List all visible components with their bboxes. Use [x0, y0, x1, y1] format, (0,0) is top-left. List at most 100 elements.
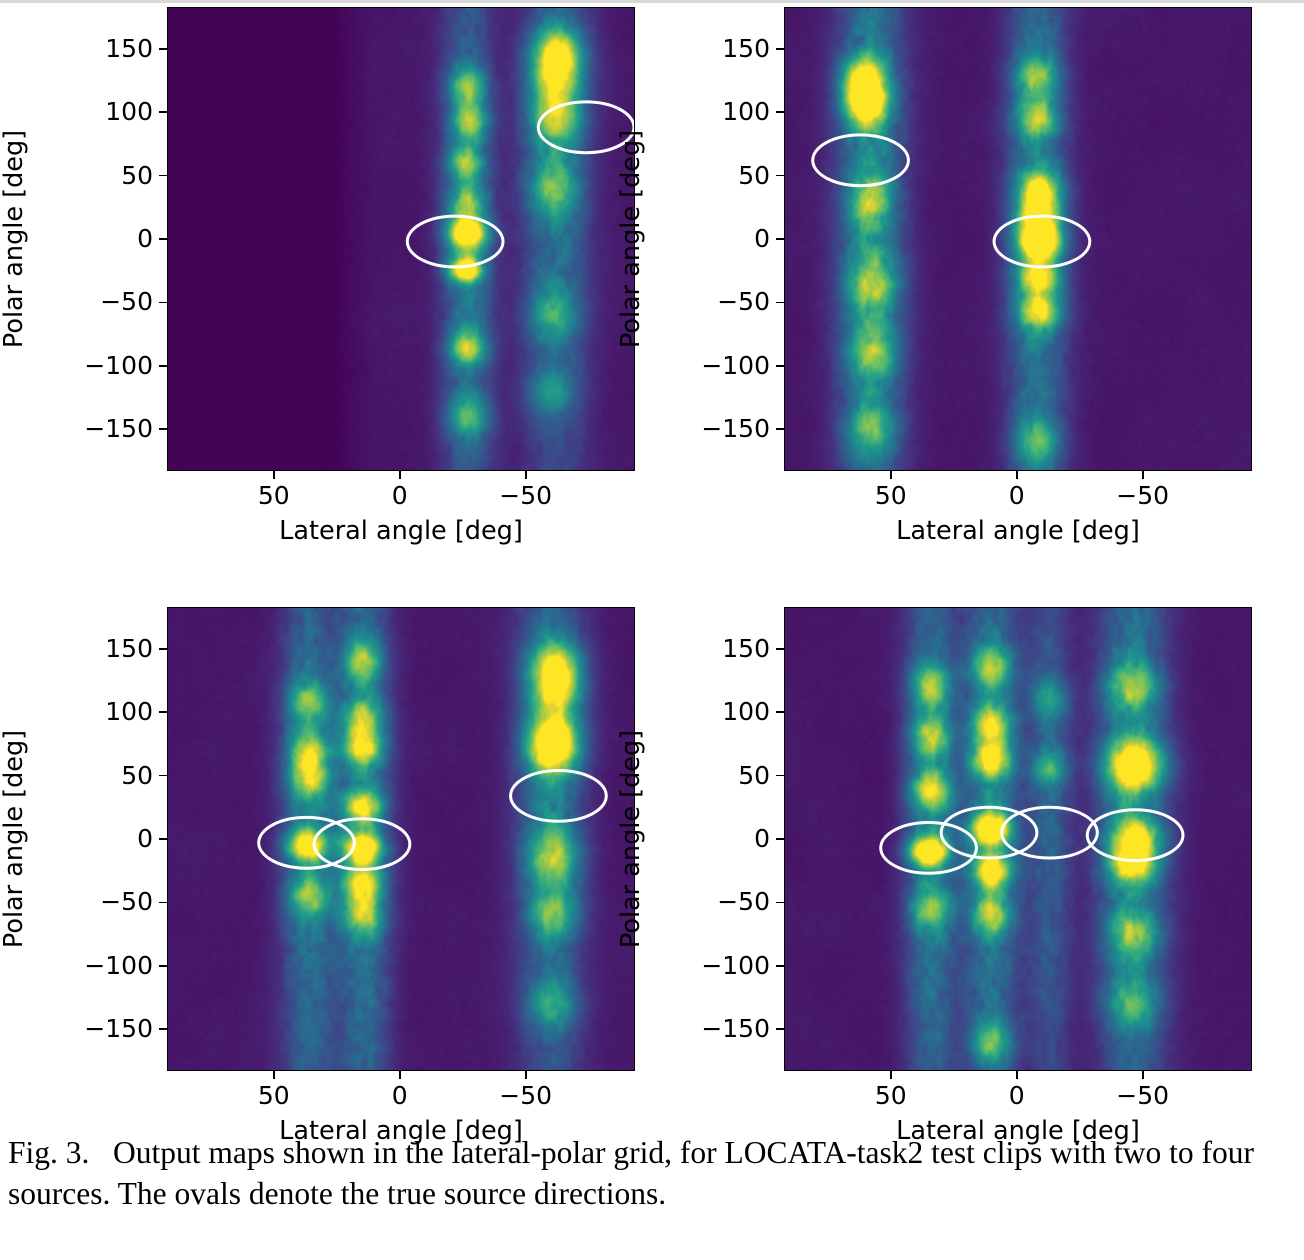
y-tick-mark [776, 774, 785, 777]
x-tick-label: 0 [391, 481, 408, 510]
true-source-ovals-top-left [405, 99, 634, 268]
y-tick-mark [776, 301, 785, 304]
heatmap-canvas-bottom-left [167, 607, 634, 1070]
y-tick-mark [159, 965, 168, 967]
y-tick-mark [159, 111, 168, 113]
x-tick-label: −50 [499, 1081, 553, 1110]
true-source-oval [1085, 807, 1184, 862]
y-tick-mark [776, 111, 785, 113]
y-tick-label: −150 [701, 414, 770, 444]
y-tick-mark [159, 174, 168, 177]
heatmap-bottom-right [783, 606, 1252, 1071]
y-tick-mark [159, 774, 168, 777]
y-tick-label: 50 [121, 760, 153, 790]
heatmap-canvas-top-left [167, 7, 634, 470]
y-tick-label: −100 [701, 350, 770, 380]
y-tick-label: −150 [84, 1014, 153, 1044]
y-tick-label: −50 [100, 887, 153, 917]
true-source-oval [810, 132, 910, 187]
x-tick-mark [524, 1070, 527, 1079]
y-tick-mark [159, 838, 168, 840]
y-tick-mark [159, 711, 168, 713]
y-tick-mark [776, 238, 785, 240]
figure-caption-text: Output maps shown in the lateral-polar g… [8, 1135, 1254, 1211]
x-tick-mark [1141, 1070, 1144, 1079]
y-tick-label: 150 [722, 33, 770, 63]
y-tick-mark [776, 838, 785, 840]
y-tick-mark [776, 711, 785, 713]
page-top-rule [0, 0, 1304, 3]
true-source-oval [939, 805, 1038, 860]
true-source-oval [992, 214, 1091, 268]
x-tick-mark [889, 1070, 892, 1079]
true-source-oval [999, 805, 1099, 860]
y-tick-label: 100 [722, 697, 770, 727]
true-source-ovals-bottom-right [878, 805, 1184, 875]
x-tick-label: −50 [1116, 1081, 1170, 1110]
y-tick-mark [159, 365, 168, 367]
y-axis-title: Polar angle [deg] [616, 129, 646, 349]
y-tick-label: 150 [722, 633, 770, 663]
x-tick-label: −50 [1116, 481, 1170, 510]
y-tick-label: 0 [137, 824, 153, 853]
y-tick-label: 0 [137, 224, 153, 253]
x-tick-mark [272, 1070, 275, 1079]
x-tick-mark [398, 470, 401, 479]
x-tick-label: 50 [257, 1081, 290, 1110]
y-tick-label: 0 [754, 224, 770, 253]
y-tick-mark [776, 965, 785, 967]
y-tick-mark [776, 365, 785, 367]
figure-caption: Fig. 3. Output maps shown in the lateral… [8, 1132, 1300, 1214]
x-tick-mark [1141, 470, 1144, 479]
x-tick-label: 50 [257, 481, 290, 510]
y-tick-label: 50 [121, 160, 153, 190]
heatmap-canvas-top-right [784, 7, 1251, 470]
figure-3: 150 100 50 0 −50 −100 −150 50 0 −50 Lateral angle … [0, 6, 1252, 1145]
y-tick-label: 100 [105, 697, 153, 727]
y-tick-mark [776, 647, 785, 650]
heatmap-top-right [783, 6, 1252, 471]
x-tick-mark [524, 470, 527, 479]
y-axis-title: Polar angle [deg] [0, 129, 29, 349]
x-tick-mark [1015, 1070, 1018, 1079]
y-tick-mark [776, 901, 785, 904]
y-tick-label: −100 [701, 950, 770, 980]
true-source-oval [878, 820, 978, 875]
true-source-oval [536, 99, 634, 154]
x-tick-label: 0 [1008, 1081, 1025, 1110]
x-tick-label: 0 [1008, 481, 1025, 510]
y-tick-label: −150 [84, 414, 153, 444]
y-tick-label: −150 [701, 1014, 770, 1044]
y-tick-label: −50 [717, 287, 770, 317]
x-axis-title: Lateral angle [deg] [279, 516, 523, 546]
true-source-oval [405, 214, 505, 268]
true-source-oval [508, 768, 608, 823]
y-tick-label: −100 [84, 950, 153, 980]
y-tick-label: −50 [717, 887, 770, 917]
x-tick-mark [889, 470, 892, 479]
heatmap-bottom-left [166, 606, 635, 1071]
x-tick-label: 50 [874, 481, 907, 510]
y-axis-title: Polar angle [deg] [0, 729, 29, 949]
y-tick-label: −100 [84, 350, 153, 380]
y-tick-mark [776, 428, 785, 431]
y-tick-mark [776, 47, 785, 50]
x-tick-mark [398, 1070, 401, 1079]
y-tick-label: −50 [100, 287, 153, 317]
y-tick-mark [159, 901, 168, 904]
x-axis-title: Lateral angle [deg] [896, 516, 1140, 546]
y-tick-mark [776, 174, 785, 177]
x-tick-mark [272, 470, 275, 479]
heatmap-canvas-bottom-right [784, 607, 1251, 1070]
x-tick-mark [1015, 470, 1018, 479]
y-tick-mark [159, 301, 168, 304]
figure-number: Fig. 3. [8, 1135, 90, 1170]
x-axis-title: Lateral angle [deg] [896, 1116, 1140, 1146]
heatmap-top-left [166, 6, 635, 471]
x-axis-title: Lateral angle [deg] [279, 1116, 523, 1146]
x-tick-label: −50 [499, 481, 553, 510]
y-tick-label: 100 [722, 97, 770, 127]
y-tick-label: 50 [738, 760, 770, 790]
true-source-oval [256, 815, 356, 870]
y-tick-mark [159, 428, 168, 431]
